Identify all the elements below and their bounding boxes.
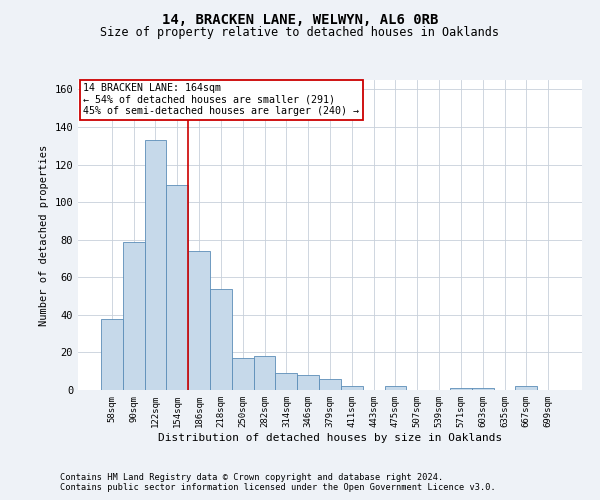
Bar (297, 375, 319, 390)
Bar (275, 373, 297, 390)
Text: Contains public sector information licensed under the Open Government Licence v3: Contains public sector information licen… (60, 482, 496, 492)
X-axis label: Distribution of detached houses by size in Oaklands: Distribution of detached houses by size … (158, 432, 502, 442)
Bar (319, 378, 341, 390)
Text: 14, BRACKEN LANE, WELWYN, AL6 0RB: 14, BRACKEN LANE, WELWYN, AL6 0RB (162, 12, 438, 26)
Text: Size of property relative to detached houses in Oaklands: Size of property relative to detached ho… (101, 26, 499, 39)
Bar (472, 388, 494, 390)
Bar (232, 358, 254, 390)
Bar (515, 386, 537, 390)
Bar (123, 242, 145, 390)
Bar (254, 356, 275, 390)
Bar (341, 386, 363, 390)
Bar (166, 185, 188, 390)
Bar (101, 318, 123, 390)
Bar (385, 386, 406, 390)
Bar (210, 288, 232, 390)
Bar (450, 388, 472, 390)
Text: 14 BRACKEN LANE: 164sqm
← 54% of detached houses are smaller (291)
45% of semi-d: 14 BRACKEN LANE: 164sqm ← 54% of detache… (83, 83, 359, 116)
Bar (188, 251, 210, 390)
Text: Contains HM Land Registry data © Crown copyright and database right 2024.: Contains HM Land Registry data © Crown c… (60, 472, 443, 482)
Y-axis label: Number of detached properties: Number of detached properties (39, 144, 49, 326)
Bar (145, 140, 166, 390)
